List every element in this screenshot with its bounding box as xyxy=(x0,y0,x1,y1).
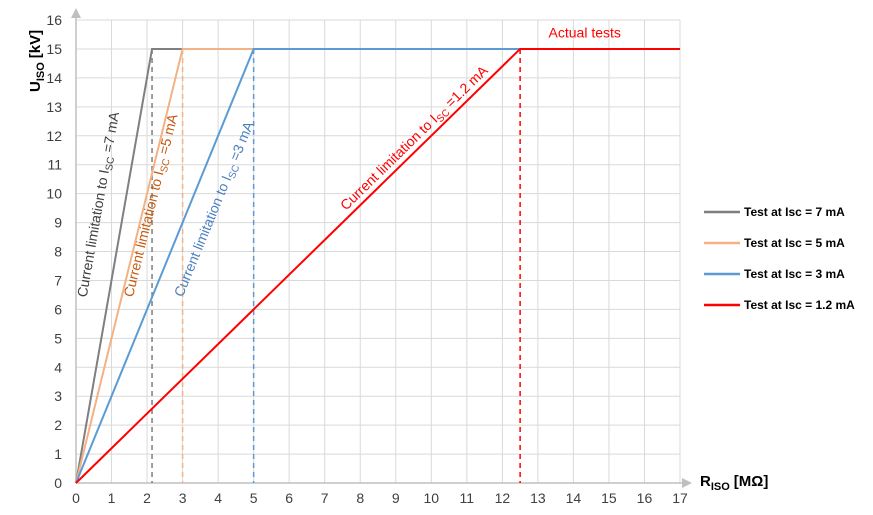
y-tick-label: 1 xyxy=(54,446,62,462)
y-axis-arrow xyxy=(71,8,81,18)
x-tick-label: 10 xyxy=(424,490,440,506)
legend-label: Test at Isc = 5 mA xyxy=(744,236,845,250)
x-tick-label: 6 xyxy=(285,490,293,506)
y-tick-label: 0 xyxy=(54,475,62,491)
legend-label: Test at Isc = 1.2 mA xyxy=(744,298,855,312)
legend: Test at Isc = 7 mA Test at Isc = 5 mA Test… xyxy=(704,205,855,312)
annotation-label: Actual tests xyxy=(549,24,621,40)
x-tick-label: 14 xyxy=(566,490,582,506)
x-tick-label: 0 xyxy=(72,490,80,506)
x-tick-label: 11 xyxy=(460,490,475,506)
series-lines xyxy=(75,47,680,484)
x-tick-label: 1 xyxy=(108,490,116,506)
x-tick-label: 7 xyxy=(321,490,329,506)
x-tick-label: 4 xyxy=(214,490,222,506)
x-axis-title: RISO [MΩ] xyxy=(700,473,768,493)
x-tick-label: 13 xyxy=(530,490,546,506)
grid xyxy=(76,19,681,483)
y-tick-label: 3 xyxy=(54,388,62,404)
x-tick-label: 12 xyxy=(495,490,511,506)
legend-label: Test at Isc = 7 mA xyxy=(744,205,845,219)
x-tick-label: 17 xyxy=(672,490,688,506)
y-tick-label: 12 xyxy=(46,128,62,144)
y-tick-label: 4 xyxy=(54,359,62,375)
y-tick-label: 8 xyxy=(54,244,62,260)
y-tick-label: 16 xyxy=(46,12,62,28)
x-tick-label: 8 xyxy=(356,490,364,506)
y-tick-label: 2 xyxy=(54,417,62,433)
x-tick-label: 9 xyxy=(392,490,400,506)
series-line xyxy=(75,47,521,484)
x-axis-arrow xyxy=(682,478,692,488)
y-axis-title: UISO[kV] xyxy=(27,30,47,92)
y-tick-label: 14 xyxy=(46,70,62,86)
x-tick-label: 16 xyxy=(637,490,653,506)
y-tick-label: 13 xyxy=(46,99,62,115)
axes xyxy=(71,8,692,488)
y-tick-label: 10 xyxy=(46,186,62,202)
y-tick-label: 11 xyxy=(47,157,62,173)
x-tick-label: 15 xyxy=(601,490,617,506)
y-tick-label: 5 xyxy=(54,330,62,346)
series-line xyxy=(75,47,680,484)
y-tick-label: 15 xyxy=(46,41,62,57)
x-tick-label: 3 xyxy=(179,490,187,506)
y-tick-label: 6 xyxy=(54,301,62,317)
series-line xyxy=(75,47,254,484)
x-tick-label: 2 xyxy=(143,490,151,506)
series-line xyxy=(75,47,183,484)
x-tick-label: 5 xyxy=(250,490,258,506)
y-tick-label: 9 xyxy=(54,215,62,231)
legend-label: Test at Isc = 3 mA xyxy=(744,267,845,281)
annotation-label: Current limitation to ISC =7 mA xyxy=(74,110,125,299)
y-tick-label: 7 xyxy=(54,272,62,288)
